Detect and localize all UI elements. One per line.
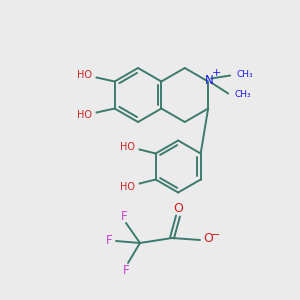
Text: CH₃: CH₃: [234, 90, 251, 99]
Text: F: F: [121, 209, 127, 223]
Text: F: F: [123, 263, 129, 277]
Text: +: +: [212, 68, 221, 79]
Text: O: O: [173, 202, 183, 215]
Text: O: O: [203, 232, 213, 245]
Text: CH₃: CH₃: [236, 70, 253, 79]
Text: N: N: [205, 74, 214, 87]
Text: HO: HO: [120, 182, 135, 191]
Text: HO: HO: [77, 110, 92, 121]
Text: HO: HO: [77, 70, 92, 80]
Text: HO: HO: [120, 142, 135, 152]
Text: −: −: [211, 230, 221, 240]
Text: F: F: [106, 235, 112, 248]
